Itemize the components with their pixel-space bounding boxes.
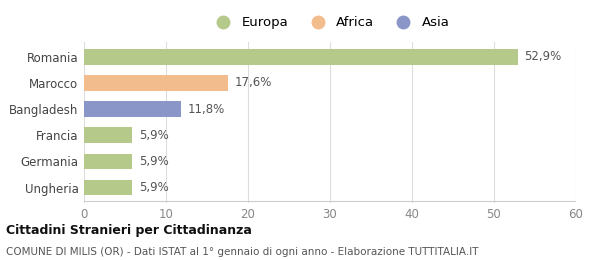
Text: Cittadini Stranieri per Cittadinanza: Cittadini Stranieri per Cittadinanza bbox=[6, 224, 252, 237]
Text: 52,9%: 52,9% bbox=[524, 50, 562, 63]
Bar bbox=[84, 101, 181, 117]
Text: COMUNE DI MILIS (OR) - Dati ISTAT al 1° gennaio di ogni anno - Elaborazione TUTT: COMUNE DI MILIS (OR) - Dati ISTAT al 1° … bbox=[6, 247, 479, 257]
Bar bbox=[84, 127, 133, 143]
Legend: Europa, Africa, Asia: Europa, Africa, Asia bbox=[208, 14, 452, 32]
Bar bbox=[84, 49, 518, 65]
Text: 5,9%: 5,9% bbox=[139, 155, 169, 168]
Text: 5,9%: 5,9% bbox=[139, 129, 169, 142]
Text: 11,8%: 11,8% bbox=[187, 103, 224, 116]
Text: 17,6%: 17,6% bbox=[235, 76, 272, 89]
Bar bbox=[84, 154, 133, 169]
Bar bbox=[84, 180, 133, 196]
Bar bbox=[84, 75, 229, 91]
Text: 5,9%: 5,9% bbox=[139, 181, 169, 194]
